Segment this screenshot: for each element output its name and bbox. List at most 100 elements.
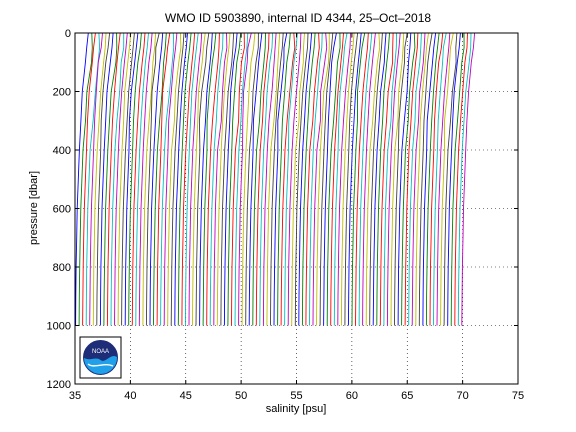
chart-title: WMO ID 5903890, internal ID 4344, 25–Oct… bbox=[165, 11, 431, 25]
profile-line bbox=[195, 32, 210, 326]
profile-line bbox=[188, 32, 203, 326]
profile-line bbox=[238, 32, 252, 326]
profile-line bbox=[450, 32, 465, 326]
y-tick-label: 0 bbox=[65, 28, 71, 40]
profile-line bbox=[273, 32, 288, 326]
noaa-logo-text: NOAA bbox=[92, 349, 109, 355]
profile-line bbox=[199, 32, 213, 326]
y-tick-label: 1200 bbox=[47, 379, 71, 391]
profile-line bbox=[124, 32, 139, 326]
profile-line bbox=[408, 32, 422, 326]
profile-line bbox=[213, 32, 228, 326]
profile-line bbox=[231, 32, 245, 326]
profile-line bbox=[177, 32, 192, 326]
profile-line bbox=[394, 32, 408, 326]
x-tick-label: 45 bbox=[180, 390, 192, 402]
profile-line bbox=[340, 32, 355, 326]
profile-line bbox=[259, 32, 274, 326]
profile-line bbox=[333, 32, 348, 326]
y-tick-label: 600 bbox=[53, 204, 71, 216]
profile-line bbox=[110, 33, 125, 326]
profile-line bbox=[447, 32, 461, 326]
profile-line bbox=[135, 32, 149, 326]
profile-line bbox=[355, 32, 369, 326]
x-tick-label: 75 bbox=[512, 390, 524, 402]
profile-line bbox=[223, 32, 238, 326]
profile-line bbox=[252, 32, 266, 326]
profile-line bbox=[138, 32, 153, 326]
profile-line bbox=[184, 32, 199, 326]
profile-line bbox=[440, 32, 454, 326]
profile-line bbox=[266, 32, 281, 326]
profile-line bbox=[429, 32, 444, 326]
profile-line bbox=[351, 32, 366, 326]
y-tick-label: 1000 bbox=[47, 321, 71, 333]
profile-line bbox=[401, 32, 416, 326]
profile-line bbox=[227, 32, 242, 326]
profile-line bbox=[284, 32, 298, 326]
profile-line bbox=[92, 32, 107, 326]
profile-line bbox=[192, 32, 206, 326]
profile-line bbox=[319, 32, 334, 326]
profile-line bbox=[149, 32, 164, 326]
profile-line bbox=[379, 32, 394, 326]
noaa-logo: NOAA bbox=[79, 336, 122, 379]
x-tick-label: 50 bbox=[235, 390, 247, 402]
x-axis-label: salinity [psu] bbox=[266, 403, 327, 415]
profile-line bbox=[277, 32, 291, 326]
profile-line bbox=[82, 32, 96, 326]
y-tick-label: 200 bbox=[53, 87, 71, 99]
profile-line bbox=[96, 32, 111, 326]
x-tick-label: 70 bbox=[457, 390, 469, 402]
profile-line bbox=[255, 32, 270, 326]
profile-line bbox=[344, 32, 359, 326]
profile-line bbox=[114, 32, 128, 326]
profile-line bbox=[216, 32, 231, 326]
profile-line bbox=[365, 32, 381, 326]
profile-line bbox=[248, 32, 263, 326]
x-tick-label: 65 bbox=[401, 390, 413, 402]
profile-line bbox=[202, 32, 217, 326]
profile-line bbox=[404, 32, 419, 326]
x-tick-label: 55 bbox=[290, 390, 302, 402]
profile-line bbox=[425, 32, 440, 326]
profile-line bbox=[280, 32, 296, 326]
profile-line bbox=[330, 32, 344, 326]
profile-line bbox=[411, 32, 426, 326]
profile-line bbox=[78, 32, 93, 326]
profile-line bbox=[181, 32, 196, 326]
profile-line bbox=[443, 32, 458, 326]
profile-line bbox=[457, 32, 472, 326]
profile-line bbox=[323, 32, 337, 326]
profile-line bbox=[383, 32, 398, 326]
profile-line bbox=[305, 32, 320, 326]
profile-line bbox=[206, 32, 220, 326]
profile-line bbox=[291, 32, 305, 326]
profile-line bbox=[167, 32, 182, 326]
profile-line bbox=[220, 32, 235, 326]
profile-line bbox=[347, 32, 362, 326]
profile-line bbox=[386, 32, 401, 326]
profile-line bbox=[270, 32, 284, 326]
y-tick-label: 800 bbox=[53, 262, 71, 274]
profile-line bbox=[312, 32, 328, 326]
y-tick-label: 400 bbox=[53, 145, 71, 157]
profile-line bbox=[153, 32, 167, 326]
profile-line bbox=[142, 32, 157, 326]
profile-line bbox=[121, 32, 135, 326]
profile-line bbox=[262, 32, 277, 326]
profile-line bbox=[337, 32, 351, 326]
profile-line bbox=[397, 32, 412, 326]
profile-line bbox=[301, 32, 316, 326]
profile-line bbox=[209, 32, 224, 326]
profile-line bbox=[362, 32, 376, 326]
profile-line bbox=[309, 32, 323, 326]
profile-line bbox=[145, 32, 160, 326]
profile-line bbox=[461, 32, 476, 326]
profile-line bbox=[128, 32, 142, 326]
x-tick-label: 60 bbox=[346, 390, 358, 402]
profile-line bbox=[131, 32, 146, 326]
profile-line bbox=[358, 32, 373, 326]
profile-line bbox=[156, 32, 171, 326]
